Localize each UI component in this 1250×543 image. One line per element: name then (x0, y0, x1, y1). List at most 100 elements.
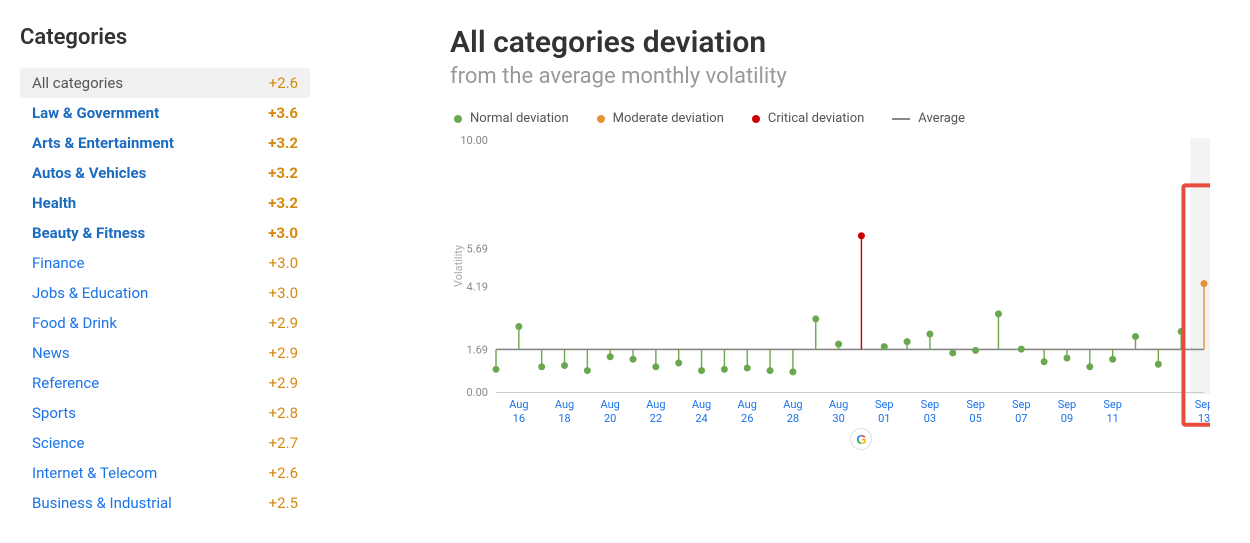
data-point[interactable] (630, 356, 637, 363)
x-tick-label: Sep (875, 398, 894, 411)
data-point[interactable] (515, 323, 522, 330)
category-item[interactable]: Finance +3.0 (20, 248, 310, 278)
y-tick-label: 1.69 (467, 343, 488, 356)
x-tick-label: 07 (1015, 412, 1027, 425)
category-item[interactable]: Science+2.7 (20, 428, 310, 458)
chart-subtitle: from the average monthly volatility (450, 64, 1230, 89)
data-point[interactable] (858, 232, 865, 239)
sidebar-title: Categories (20, 25, 310, 50)
data-point[interactable] (881, 343, 888, 350)
data-point[interactable] (1018, 346, 1025, 353)
category-item[interactable]: All categories +2.6 (20, 68, 310, 98)
data-point[interactable] (1201, 280, 1208, 287)
category-item[interactable]: Law & Government+3.6 (20, 98, 310, 128)
data-point[interactable] (1132, 333, 1139, 340)
category-label: Sports (32, 404, 76, 422)
data-point[interactable] (584, 367, 591, 374)
data-point[interactable] (698, 367, 705, 374)
category-item[interactable]: Food & Drink+2.9 (20, 308, 310, 338)
category-label: Internet & Telecom (32, 464, 157, 482)
x-tick-label: 11 (1106, 412, 1118, 425)
category-label: News (32, 344, 70, 362)
category-item[interactable]: Autos & Vehicles+3.2 (20, 158, 310, 188)
category-value: +2.9 (269, 374, 298, 392)
chart-area: 0.001.694.195.6910.00VolatilityAug16Aug1… (450, 134, 1230, 454)
data-point[interactable] (652, 363, 659, 370)
data-point[interactable] (721, 366, 728, 373)
data-point[interactable] (835, 341, 842, 348)
legend-label: Critical deviation (768, 111, 864, 126)
category-value: +3.2 (268, 134, 298, 152)
category-value: +3.6 (268, 104, 298, 122)
category-value: +2.8 (269, 404, 298, 422)
data-point[interactable] (744, 365, 751, 372)
legend-dot-icon (454, 115, 462, 123)
x-tick-label: Sep (1103, 398, 1122, 411)
deviation-chart: 0.001.694.195.6910.00VolatilityAug16Aug1… (450, 134, 1210, 454)
data-point[interactable] (995, 310, 1002, 317)
category-item[interactable]: Jobs & Education+3.0 (20, 278, 310, 308)
category-item[interactable]: Arts & Entertainment +3.2 (20, 128, 310, 158)
legend-dot-icon (752, 115, 760, 123)
category-item[interactable]: Reference+2.9 (20, 368, 310, 398)
data-point[interactable] (972, 347, 979, 354)
y-tick-label: 0.00 (467, 386, 488, 399)
category-value: +2.9 (269, 344, 298, 362)
x-tick-label: Aug (738, 398, 757, 411)
data-point[interactable] (493, 366, 500, 373)
data-point[interactable] (789, 368, 796, 375)
categories-sidebar: Categories All categories +2.6 Law & Gover… (20, 25, 310, 533)
category-value: +2.6 (269, 74, 298, 92)
y-axis-title: Volatility (452, 244, 465, 287)
x-tick-label: Sep (1012, 398, 1031, 411)
category-item[interactable]: News +2.9 (20, 338, 310, 368)
category-value: +3.0 (269, 284, 298, 302)
data-point[interactable] (904, 338, 911, 345)
x-tick-label: 01 (878, 412, 890, 425)
data-point[interactable] (538, 363, 545, 370)
x-tick-label: 09 (1061, 412, 1073, 425)
data-point[interactable] (926, 331, 933, 338)
x-tick-label: 03 (924, 412, 936, 425)
x-tick-label: 05 (969, 412, 981, 425)
x-tick-label: 24 (695, 412, 707, 425)
y-tick-label: 4.19 (467, 280, 488, 293)
chart-legend: Normal deviation Moderate deviation Critic… (450, 111, 1230, 126)
category-label: Finance (32, 254, 84, 272)
category-label: Beauty & Fitness (32, 224, 145, 242)
category-item[interactable]: Internet & Telecom+2.6 (20, 458, 310, 488)
x-tick-label: Aug (692, 398, 711, 411)
category-label: Autos & Vehicles (32, 164, 146, 182)
data-point[interactable] (561, 362, 568, 369)
data-point[interactable] (607, 353, 614, 360)
data-point[interactable] (812, 315, 819, 322)
legend-item: Normal deviation (454, 111, 569, 126)
category-item[interactable]: Beauty & Fitness+3.0 (20, 218, 310, 248)
legend-line-icon (892, 118, 910, 120)
x-tick-label: Aug (509, 398, 528, 411)
category-item[interactable]: Sports +2.8 (20, 398, 310, 428)
legend-item: Moderate deviation (597, 111, 724, 126)
legend-label: Moderate deviation (613, 111, 724, 126)
category-label: Arts & Entertainment (32, 134, 174, 152)
x-tick-label: Aug (601, 398, 620, 411)
x-tick-label: 30 (832, 412, 844, 425)
legend-item: Average (892, 111, 965, 126)
data-point[interactable] (675, 360, 682, 367)
category-item[interactable]: Health+3.2 (20, 188, 310, 218)
legend-item: Critical deviation (752, 111, 864, 126)
data-point[interactable] (1109, 356, 1116, 363)
data-point[interactable] (949, 349, 956, 356)
category-label: All categories (32, 74, 123, 92)
x-tick-label: 20 (604, 412, 616, 425)
category-item[interactable]: Business & Industrial+2.5 (20, 488, 310, 518)
data-point[interactable] (1155, 361, 1162, 368)
data-point[interactable] (1086, 363, 1093, 370)
data-point[interactable] (1063, 354, 1070, 361)
highlight-bg (1190, 138, 1210, 394)
x-tick-label: Aug (646, 398, 665, 411)
category-value: +3.0 (269, 254, 298, 272)
data-point[interactable] (767, 367, 774, 374)
y-tick-label: 10.00 (460, 134, 488, 147)
data-point[interactable] (1041, 358, 1048, 365)
